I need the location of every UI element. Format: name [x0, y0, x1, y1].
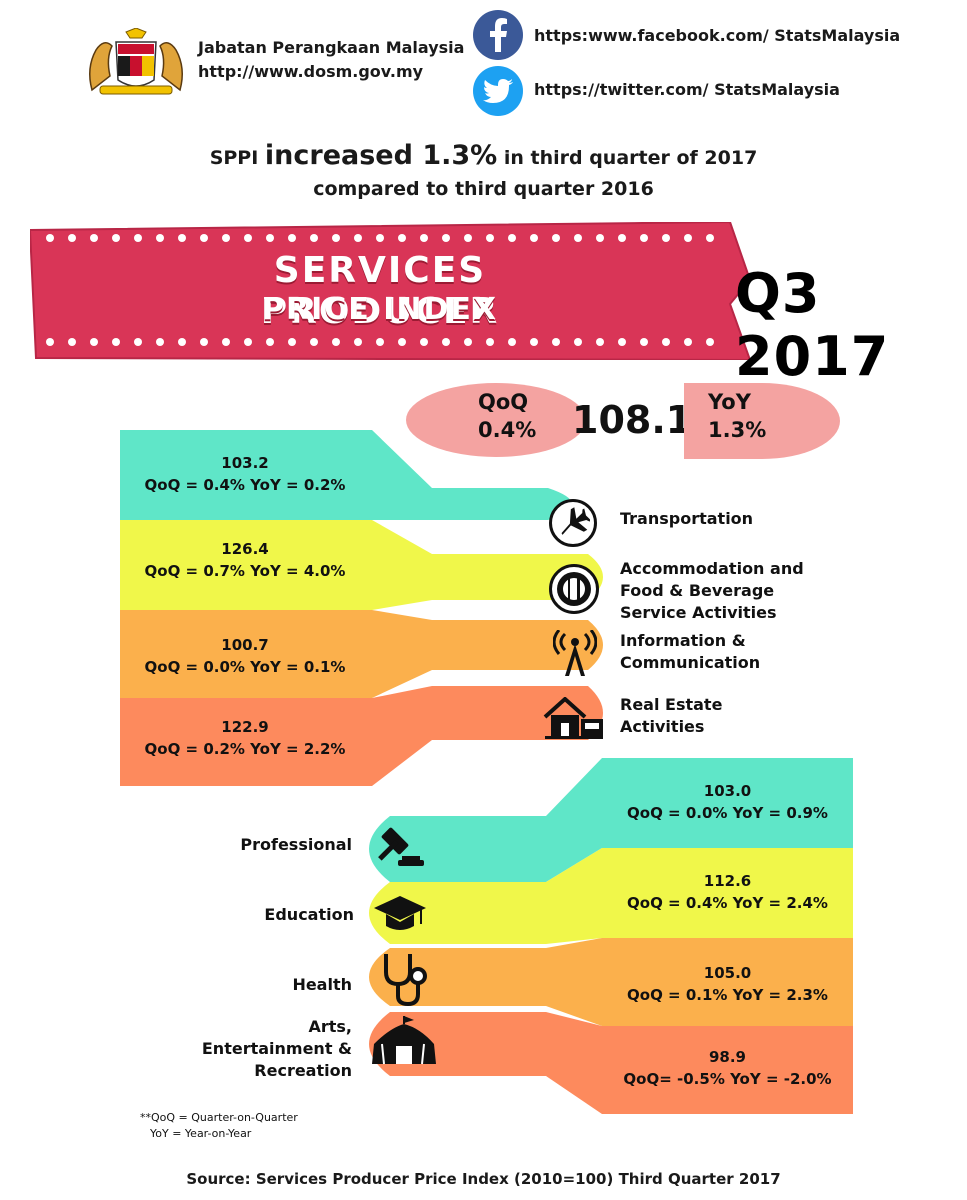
realestate-value: 122.9 QoQ = 0.2% YoY = 2.2% — [120, 716, 370, 760]
accommodation-label: Accommodation and Food & Beverage Servic… — [620, 559, 804, 622]
facebook-link[interactable]: https:www.facebook.com/ StatsMalaysia — [534, 26, 901, 45]
stethoscope-icon — [378, 950, 432, 1008]
health-change: QoQ = 0.1% YoY = 2.3% — [627, 986, 828, 1004]
gavel-icon — [372, 824, 428, 870]
realestate-index: 122.9 — [221, 718, 269, 736]
transport-value: 103.2 QoQ = 0.4% YoY = 0.2% — [120, 452, 370, 496]
banner-title-line1: SERVICES PRODUCER — [260, 250, 500, 332]
headline-prefix: SPPI — [209, 147, 265, 169]
headline-line2: compared to third quarter 2016 — [313, 178, 654, 200]
education-change: QoQ = 0.4% YoY = 2.4% — [627, 894, 828, 912]
facebook-icon[interactable] — [473, 10, 523, 60]
airplane-icon — [549, 499, 597, 547]
health-value: 105.0 QoQ = 0.1% YoY = 2.3% — [600, 962, 855, 1006]
headline-emphasis: increased 1.3% — [264, 140, 498, 171]
arts-value: 98.9 QoQ= -0.5% YoY = -2.0% — [600, 1046, 855, 1090]
house-icon — [543, 696, 605, 739]
upper-sector-flow — [120, 430, 603, 786]
education-index: 112.6 — [703, 872, 752, 890]
org-name: Jabatan Perangkaan Malaysia — [198, 38, 465, 57]
title-banner — [30, 222, 750, 360]
antenna-icon — [552, 629, 598, 678]
infocomm-index: 100.7 — [221, 636, 269, 654]
qoq-label: QoQ — [478, 390, 529, 414]
transport-change: QoQ = 0.4% YoY = 0.2% — [144, 476, 346, 494]
infocomm-label: Information & Communication — [620, 631, 761, 672]
lower-sector-flow — [369, 758, 853, 1114]
footnote-qoq: **QoQ = Quarter-on-Quarter — [140, 1111, 298, 1124]
overall-index-value: 108.1 — [572, 398, 693, 442]
malaysia-crest-logo — [89, 28, 183, 95]
education-value: 112.6 QoQ = 0.4% YoY = 2.4% — [600, 870, 855, 914]
accommodation-index: 126.4 — [221, 540, 269, 558]
professional-index: 103.0 — [703, 782, 752, 800]
infocomm-value: 100.7 QoQ = 0.0% YoY = 0.1% — [120, 634, 370, 678]
health-index: 105.0 — [703, 964, 752, 982]
headline-suffix: in third quarter of 2017 — [497, 147, 758, 169]
yoy-value: 1.3% — [708, 418, 767, 442]
footnote-yoy: YoY = Year-on-Year — [150, 1127, 252, 1140]
arts-index: 98.9 — [708, 1048, 746, 1066]
circus-tent-icon — [370, 1014, 440, 1066]
twitter-icon[interactable] — [473, 66, 523, 116]
infocomm-change: QoQ = 0.0% YoY = 0.1% — [144, 658, 346, 676]
arts-label: Arts, Entertainment & Recreation — [201, 1017, 352, 1080]
professional-value: 103.0 QoQ = 0.0% YoY = 0.9% — [600, 780, 855, 824]
accommodation-value: 126.4 QoQ = 0.7% YoY = 4.0% — [120, 538, 370, 582]
graduation-cap-icon — [372, 892, 428, 936]
headline-line1: SPPI increased 1.3% in third quarter of … — [0, 140, 967, 171]
org-url[interactable]: http://www.dosm.gov.my — [198, 62, 424, 81]
yoy-label: YoY — [708, 390, 751, 414]
period-label: Q3 2017 — [735, 262, 890, 388]
qoq-value: 0.4% — [478, 418, 537, 442]
source-note: Source: Services Producer Price Index (2… — [186, 1170, 781, 1188]
fork-knife-icon — [549, 564, 599, 614]
yoy-pill — [684, 383, 840, 459]
arts-change: QoQ= -0.5% YoY = -2.0% — [623, 1070, 832, 1088]
qoq-pill — [406, 383, 586, 457]
transport-index: 103.2 — [221, 454, 269, 472]
realestate-change: QoQ = 0.2% YoY = 2.2% — [144, 740, 346, 758]
health-label: Health — [292, 975, 352, 994]
realestate-label: Real Estate Activities — [620, 695, 723, 736]
professional-label: Professional — [240, 835, 352, 854]
twitter-link[interactable]: https://twitter.com/ StatsMalaysia — [534, 80, 840, 99]
banner-title-line2: PRICE INDEX — [262, 292, 498, 327]
transport-label: Transportation — [620, 509, 754, 528]
professional-change: QoQ = 0.0% YoY = 0.9% — [627, 804, 828, 822]
education-label: Education — [264, 905, 354, 924]
accommodation-change: QoQ = 0.7% YoY = 4.0% — [144, 562, 346, 580]
